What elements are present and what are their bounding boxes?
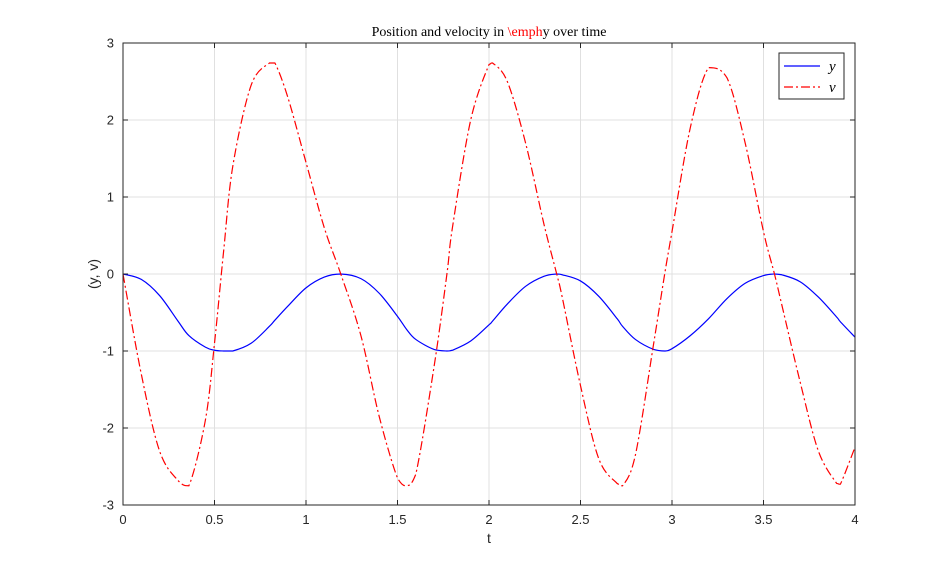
series-layer	[122, 62, 856, 487]
x-tick-label: 2.5	[571, 512, 589, 527]
y-tick-label: 3	[107, 36, 114, 51]
y-tick-label: 0	[107, 267, 114, 282]
x-tick-label: 3	[668, 512, 675, 527]
y-axis-label: (y, v)	[85, 259, 101, 289]
series-line-v	[122, 62, 856, 487]
ticks	[122, 42, 856, 506]
legend-label-v: v	[829, 80, 836, 96]
y-tick-label: -2	[102, 421, 114, 436]
x-tick-label: 2	[485, 512, 492, 527]
y-tick-label: 2	[107, 113, 114, 128]
title-highlight: \emph	[508, 25, 543, 40]
tick-labels: 0 0.5 1 1.5 2 2.5 3 3.5 4 -3 -2 -1 0 1 2 3	[102, 36, 858, 528]
x-tick-label: 0.5	[205, 512, 223, 527]
x-axis-label: t	[487, 530, 491, 546]
legend-label-y: y	[827, 59, 836, 75]
title-prefix: Position and velocity in	[372, 25, 508, 40]
chart-title: Position and velocity in \emphy over tim…	[372, 25, 607, 40]
x-tick-label: 4	[851, 512, 858, 527]
y-tick-label: -1	[102, 344, 114, 359]
y-tick-label: 1	[107, 190, 114, 205]
x-tick-label: 1.5	[388, 512, 406, 527]
legend: y v	[778, 52, 845, 100]
y-tick-label: -3	[102, 498, 114, 513]
series-line-y	[122, 273, 856, 352]
title-suffix: y over time	[543, 25, 607, 40]
x-tick-label: 3.5	[754, 512, 772, 527]
x-tick-label: 1	[302, 512, 309, 527]
legend-box	[778, 52, 845, 100]
x-tick-label: 0	[119, 512, 126, 527]
